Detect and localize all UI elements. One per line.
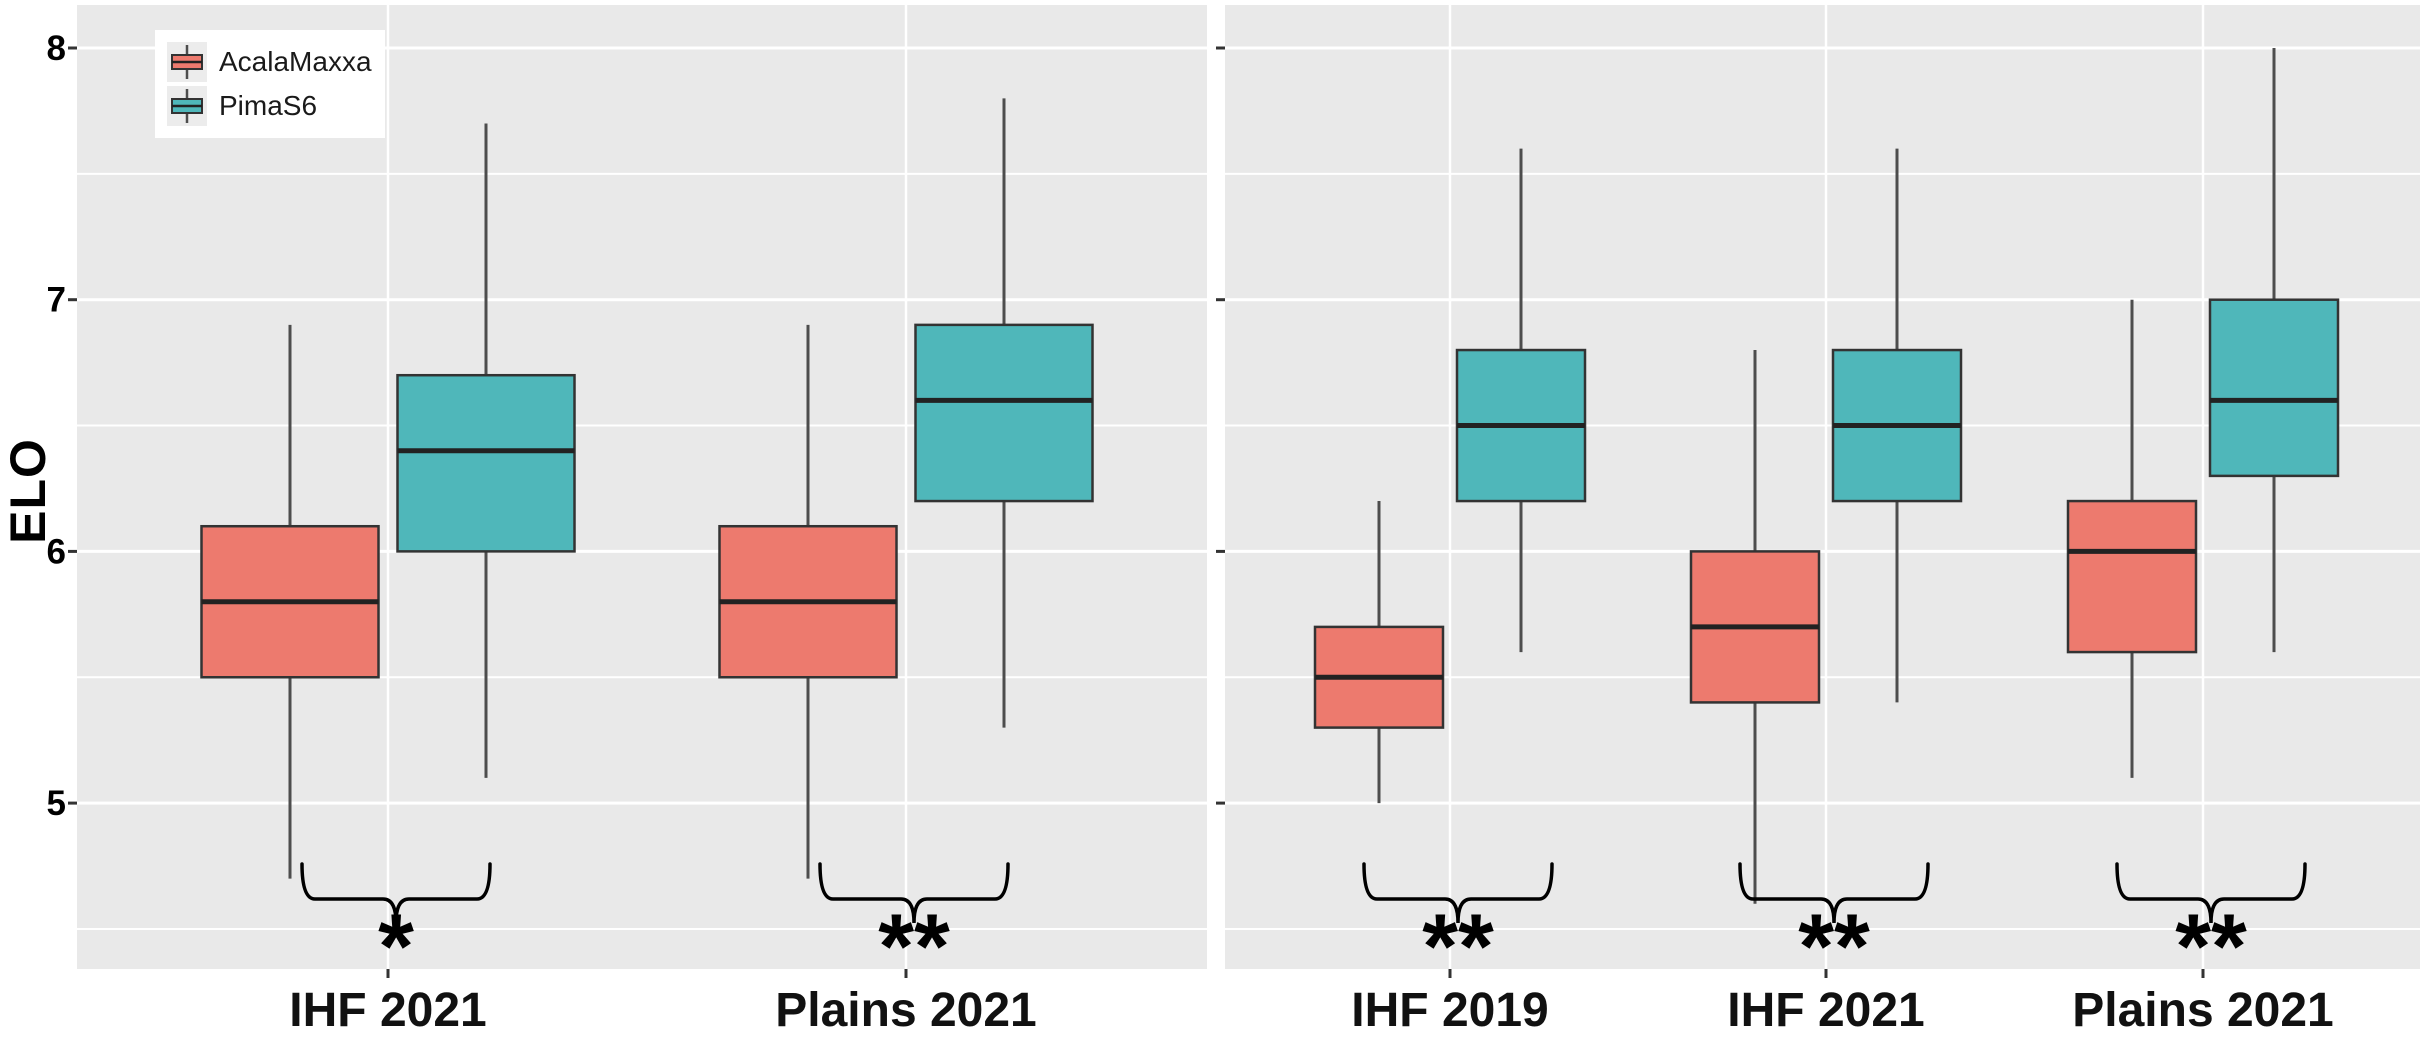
legend: AcalaMaxxa PimaS6	[155, 30, 385, 138]
y-tick-label: 6	[47, 532, 66, 571]
legend-label-pimas6: PimaS6	[219, 90, 318, 121]
box-pimas6-ihf-2021-left	[396, 373, 576, 553]
x-tick-label-plains-2021: Plains 2021	[2072, 984, 2334, 1037]
y-tick-label: 5	[47, 784, 66, 823]
significance-brace-ihf-2021-right	[1738, 862, 1930, 924]
box-acalamaxxa-plains-2021-right	[2066, 499, 2198, 654]
x-tick-label-ihf-2021: IHF 2021	[1727, 984, 1924, 1037]
y-axis-title: ELO	[0, 438, 56, 544]
significance-brace-plains-2021-left	[818, 862, 1010, 924]
box-pimas6-plains-2021-right	[2208, 298, 2340, 478]
legend-item-pimas6: PimaS6	[167, 86, 385, 126]
x-tick-label-ihf-2021: IHF 2021	[289, 984, 486, 1037]
significance-label-ihf-2019-right: **	[1422, 896, 1494, 998]
box-pimas6-plains-2021-left	[914, 323, 1094, 503]
x-tick-label-plains-2021: Plains 2021	[775, 984, 1037, 1037]
significance-brace-ihf-2021-left	[300, 862, 492, 924]
significance-label-plains-2021-right: **	[2175, 896, 2247, 998]
significance-label-ihf-2021-left: *	[378, 896, 414, 998]
significance-label-ihf-2021-right: **	[1798, 896, 1870, 998]
significance-brace-plains-2021-right	[2115, 862, 2307, 924]
panel-background-right	[1225, 5, 2420, 969]
legend-item-acalamaxxa: AcalaMaxxa	[167, 42, 385, 82]
significance-brace-ihf-2019-right	[1362, 862, 1554, 924]
significance-label-plains-2021-left: **	[878, 896, 950, 998]
y-tick-label: 8	[47, 29, 66, 68]
x-tick-label-ihf-2019: IHF 2019	[1351, 984, 1548, 1037]
y-tick-label: 7	[47, 281, 66, 320]
boxplot-key-icon-pimas6	[167, 86, 207, 126]
legend-label-acalamaxxa: AcalaMaxxa	[219, 46, 372, 77]
boxplot-key-icon-acalamaxxa	[167, 42, 207, 82]
